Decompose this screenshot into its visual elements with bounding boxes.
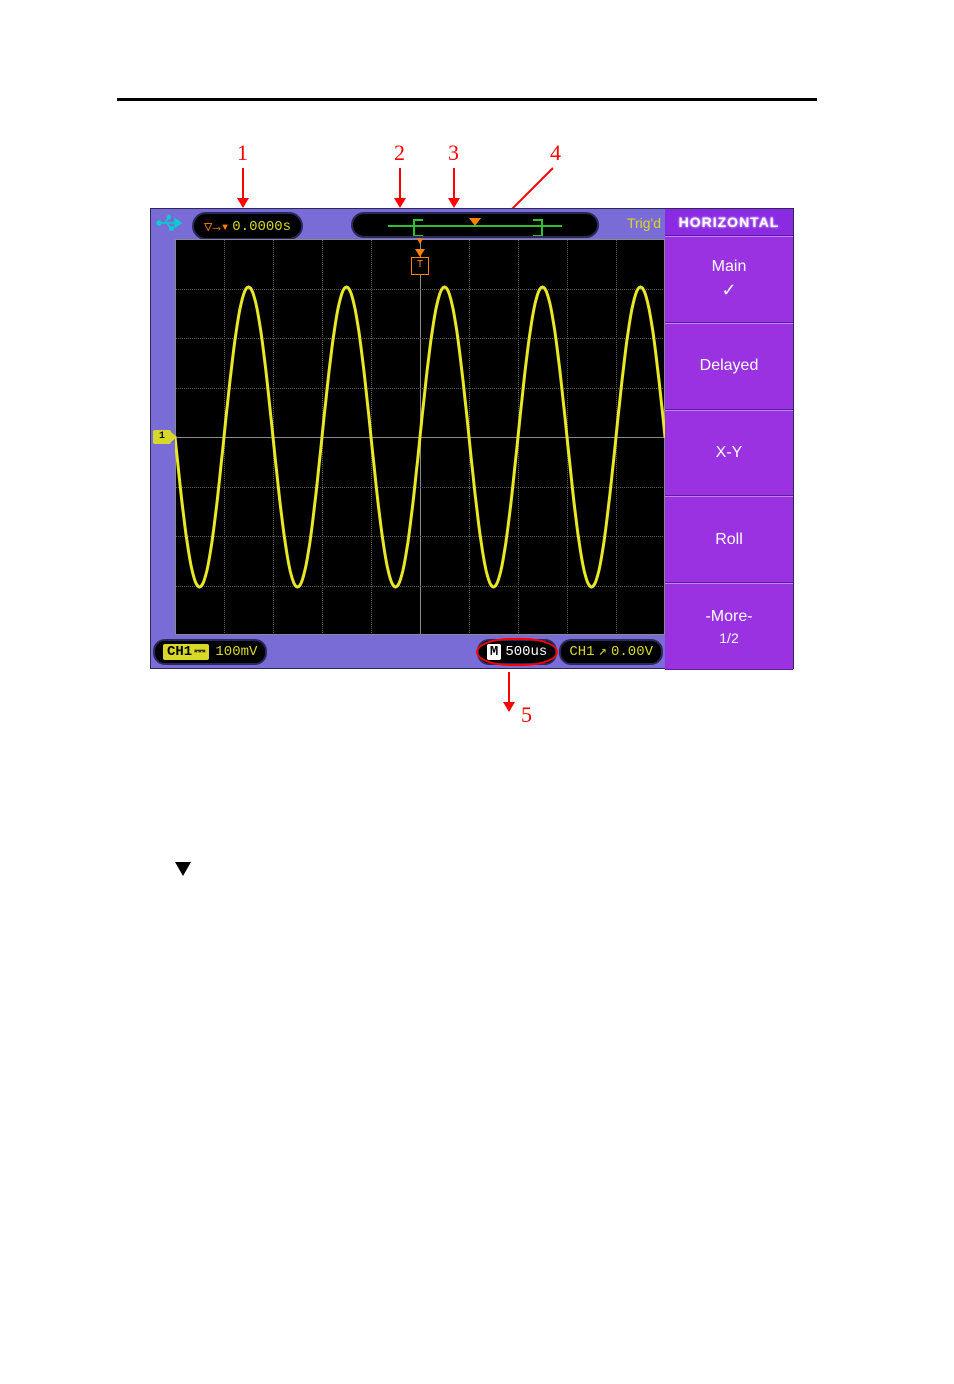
status-bar: CH1 ⎓ 100mV M 500us CH1 ↗ 0.00V — [153, 639, 663, 664]
trig-level: 0.00V — [611, 644, 653, 660]
ch1-label: CH1 — [167, 644, 192, 660]
trigger-status: Trig'd — [627, 215, 661, 231]
timebase-status: M 500us — [477, 639, 557, 665]
readout-value: 0.0000s — [232, 219, 291, 235]
trigger-top-icon: ▼ — [417, 237, 423, 247]
memory-position-bar — [351, 212, 599, 238]
menu-item-roll[interactable]: Roll — [665, 496, 793, 583]
annotation-label-2: 2 — [394, 140, 405, 166]
menu-item-label: X-Y — [716, 444, 743, 462]
horizontal-position-readout: ▽→▾ 0.0000s — [192, 212, 303, 240]
menu-more-label: -More- — [705, 608, 752, 626]
menu-item-label: Roll — [715, 531, 743, 549]
annotation-arrow-2 — [399, 168, 401, 198]
annotation-label-4: 4 — [550, 140, 561, 166]
menu-item-label: Main — [712, 258, 747, 276]
ch1-vdiv: 100mV — [215, 644, 257, 660]
ch1-status: CH1 ⎓ 100mV — [153, 639, 267, 665]
timebase-prefix: M — [487, 644, 501, 660]
softkey-menu: HORIZONTAL Main ✓ Delayed X-Y Roll -More… — [665, 209, 793, 670]
trig-source: CH1 — [569, 644, 594, 660]
annotation-arrow-5 — [508, 672, 510, 702]
waveform-trace — [175, 239, 665, 635]
page-divider — [117, 98, 817, 101]
annotation-label-3: 3 — [448, 140, 459, 166]
annotation-arrow-1 — [242, 168, 244, 198]
menu-page-indicator: 1/2 — [719, 630, 738, 646]
menu-item-xy[interactable]: X-Y — [665, 410, 793, 497]
waveform-graticule: 1 ▼ T — [175, 239, 665, 635]
ch1-ground-marker: 1 — [153, 430, 171, 444]
trigger-status-pill: CH1 ↗ 0.00V — [559, 639, 663, 665]
readout-glyph: ▽→▾ — [204, 219, 229, 236]
menu-item-delayed[interactable]: Delayed — [665, 323, 793, 410]
trigger-T-marker: T — [411, 257, 429, 275]
scope-display: ▽→▾ 0.0000s Trig'd 1 ▼ — [150, 208, 794, 669]
check-icon: ✓ — [721, 280, 736, 301]
down-triangle-icon — [175, 862, 191, 876]
annotation-label-5: 5 — [521, 702, 532, 728]
trig-slope-icon: ↗ — [599, 643, 607, 660]
coupling-icon: ⎓ — [194, 644, 205, 660]
annotation-label-1: 1 — [237, 140, 248, 166]
annotation-arrow-3 — [453, 168, 455, 198]
usb-icon — [155, 213, 185, 233]
menu-item-more[interactable]: -More- 1/2 — [665, 583, 793, 670]
menu-item-main[interactable]: Main ✓ — [665, 236, 793, 323]
menu-item-label: Delayed — [700, 357, 759, 375]
menu-title: HORIZONTAL — [665, 209, 793, 236]
timebase-value: 500us — [505, 644, 547, 660]
